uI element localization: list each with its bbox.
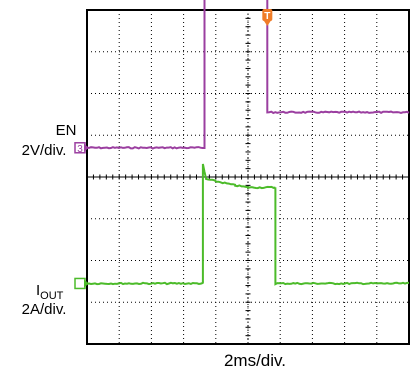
en-channel-label: EN	[56, 122, 77, 139]
iout-channel-label: IOUT	[36, 282, 64, 302]
x-axis-label: 2ms/div.	[224, 351, 286, 370]
trigger-label: T	[264, 11, 270, 22]
marker-arrow-en	[84, 143, 89, 152]
iout-name-subscript: OUT	[40, 290, 64, 302]
traces	[86, 0, 410, 286]
trace-en	[86, 0, 410, 150]
trace-iout	[86, 163, 409, 286]
iout-name: I	[36, 282, 40, 299]
marker-box-iout	[74, 277, 86, 290]
channel-markers: 3T	[74, 9, 273, 290]
grid	[86, 9, 410, 345]
trigger-arrow	[263, 20, 272, 26]
en-scale-label: 2V/div.	[22, 142, 67, 159]
trigger-marker	[262, 9, 273, 21]
marker-arrow-iout	[84, 279, 89, 288]
marker-label-en: 3	[77, 144, 83, 155]
iout-scale-label: 2A/div.	[22, 301, 67, 318]
